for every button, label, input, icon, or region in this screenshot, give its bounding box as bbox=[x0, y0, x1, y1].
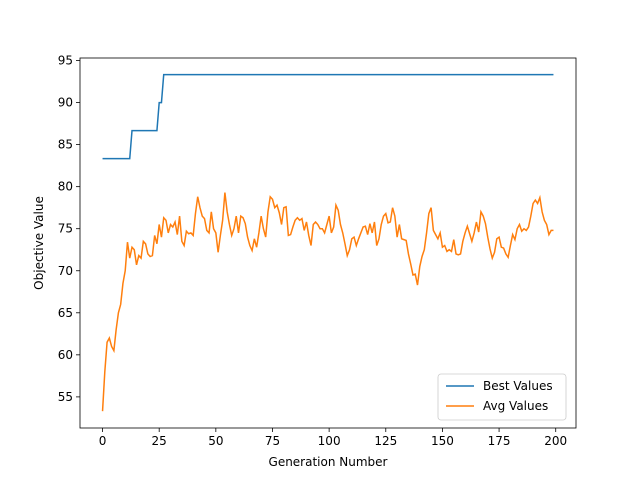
y-tick-label: 75 bbox=[58, 222, 73, 236]
legend-label: Best Values bbox=[483, 379, 553, 393]
legend-label: Avg Values bbox=[483, 399, 548, 413]
x-tick-label: 75 bbox=[265, 434, 280, 448]
y-tick-label: 95 bbox=[58, 54, 73, 68]
y-axis-label: Objective Value bbox=[32, 196, 46, 290]
y-tick-label: 90 bbox=[58, 96, 73, 110]
y-tick-label: 70 bbox=[58, 264, 73, 278]
x-tick-label: 150 bbox=[431, 434, 454, 448]
y-tick-label: 60 bbox=[58, 348, 73, 362]
x-tick-label: 50 bbox=[208, 434, 223, 448]
x-axis-label: Generation Number bbox=[269, 455, 388, 469]
x-tick-label: 125 bbox=[374, 434, 397, 448]
y-tick-label: 80 bbox=[58, 180, 73, 194]
x-tick-label: 25 bbox=[152, 434, 167, 448]
plot-frame bbox=[79, 57, 577, 429]
x-tick-label: 0 bbox=[99, 434, 107, 448]
x-tick-label: 175 bbox=[488, 434, 511, 448]
x-tick-label: 100 bbox=[318, 434, 341, 448]
y-tick-label: 55 bbox=[58, 390, 73, 404]
y-tick-label: 85 bbox=[58, 138, 73, 152]
data-line bbox=[101, 192, 554, 412]
data-line bbox=[102, 73, 554, 160]
y-tick-label: 65 bbox=[58, 306, 73, 320]
x-tick-label: 200 bbox=[544, 434, 567, 448]
